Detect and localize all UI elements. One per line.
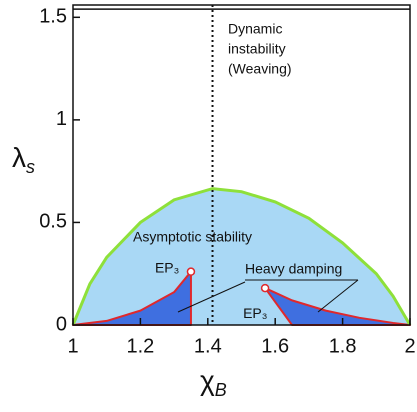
x-tick-label: 2 xyxy=(404,335,415,357)
x-axis-title: χ xyxy=(200,365,215,396)
plot-area xyxy=(71,5,412,326)
annotation: Dynamic xyxy=(228,21,282,37)
x-tick-label: 1.8 xyxy=(329,335,357,357)
y-tick-label: 0 xyxy=(56,313,67,335)
stability-area xyxy=(73,188,410,325)
annotation: Heavy damping xyxy=(245,261,342,277)
y-tick-label: 1 xyxy=(56,108,67,130)
stability-boundary xyxy=(71,187,412,326)
pointer-line xyxy=(177,281,246,313)
x-tick-label: 1 xyxy=(67,335,78,357)
x-tick-label: 1.2 xyxy=(126,335,154,357)
x-tick-label: 1.6 xyxy=(261,335,289,357)
exceptional-point xyxy=(260,283,270,293)
y-axis-title-sub: s xyxy=(26,157,35,177)
y-axis-title: λ xyxy=(12,142,26,173)
point-label: EP₃ xyxy=(155,259,179,275)
frame xyxy=(72,4,411,326)
annotation: instability xyxy=(228,41,286,57)
y-axis-title: λs xyxy=(12,142,35,176)
y-tick-label: 0.5 xyxy=(39,211,67,233)
annotation: (Weaving) xyxy=(228,61,292,77)
point-label: EP₃ xyxy=(243,305,267,321)
x-tick-label: 1.4 xyxy=(194,335,222,357)
pointer-line xyxy=(317,279,359,313)
exceptional-point xyxy=(186,267,196,276)
annotation: Asymptotic stability xyxy=(133,229,252,245)
x-axis-title: χB xyxy=(200,365,227,399)
y-tick-label: 1.5 xyxy=(39,6,67,28)
x-axis-title-sub: B xyxy=(215,380,227,400)
